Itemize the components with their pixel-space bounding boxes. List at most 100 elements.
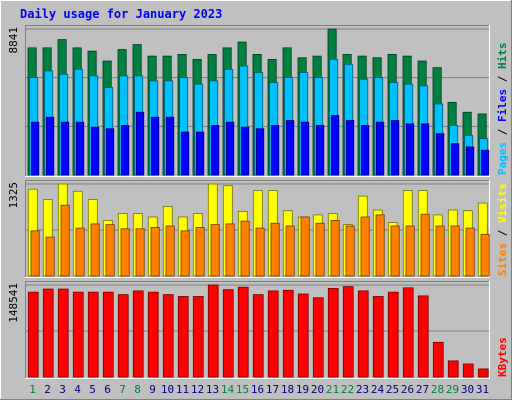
x-tick-label: 25 bbox=[386, 383, 399, 396]
bar-pages bbox=[420, 123, 430, 176]
bar-pages bbox=[345, 120, 355, 176]
x-tick-label: 20 bbox=[311, 383, 324, 396]
bar-pages bbox=[210, 125, 220, 176]
bar-sites bbox=[105, 224, 115, 277]
bar-sites bbox=[225, 223, 235, 277]
bar-kbytes bbox=[402, 287, 414, 378]
legend-kbytes: KBytes bbox=[496, 337, 509, 377]
legend-pages: Pages bbox=[496, 142, 509, 175]
bar-sites bbox=[75, 227, 85, 277]
x-tick-label: 8 bbox=[134, 383, 141, 396]
bar-pages bbox=[135, 111, 145, 176]
x-tick-label: 15 bbox=[236, 383, 249, 396]
y-max-label: 1325 bbox=[7, 182, 20, 209]
bar-kbytes bbox=[132, 290, 144, 378]
bar-kbytes bbox=[327, 288, 339, 378]
bar-kbytes bbox=[267, 290, 279, 378]
bar-sites bbox=[480, 233, 490, 277]
bar-pages bbox=[90, 126, 100, 176]
bar-sites bbox=[315, 222, 325, 277]
bar-pages bbox=[165, 116, 175, 176]
bar-kbytes bbox=[222, 289, 234, 378]
bar-pages bbox=[405, 123, 415, 176]
legend-files: Files bbox=[496, 89, 509, 122]
bar-pages bbox=[480, 149, 490, 176]
legend-kbytes: KBytes bbox=[496, 337, 509, 377]
bar-kbytes bbox=[252, 294, 264, 378]
bar-kbytes bbox=[417, 295, 429, 378]
x-tick-label: 1 bbox=[29, 383, 36, 396]
bar-pages bbox=[465, 146, 475, 176]
bar-kbytes bbox=[357, 290, 369, 378]
bar-pages bbox=[255, 128, 265, 176]
bar-sites bbox=[90, 223, 100, 277]
bar-sites bbox=[360, 216, 370, 277]
x-tick-label: 28 bbox=[431, 383, 444, 396]
bar-pages bbox=[270, 125, 280, 176]
bar-sites bbox=[30, 230, 40, 277]
x-tick-label: 3 bbox=[59, 383, 66, 396]
bar-pages bbox=[360, 125, 370, 176]
x-tick-label: 21 bbox=[326, 383, 339, 396]
bar-pages bbox=[390, 120, 400, 176]
bar-sites bbox=[405, 225, 415, 277]
chart-title: Daily usage for January 2023 bbox=[20, 7, 222, 21]
panel-kbytes: 148541 KBytes bbox=[7, 281, 509, 379]
bar-sites bbox=[435, 225, 445, 277]
bar-kbytes bbox=[312, 297, 324, 378]
bar-pages bbox=[150, 116, 160, 176]
bar-sites bbox=[375, 214, 385, 277]
bar-kbytes bbox=[72, 291, 84, 378]
legend-hits_files_pages: Pages / Files / Hits bbox=[496, 43, 509, 176]
bar-pages bbox=[45, 116, 55, 176]
bar-kbytes bbox=[387, 291, 399, 378]
bar-kbytes bbox=[177, 296, 189, 378]
bar-sites bbox=[45, 236, 55, 277]
bar-kbytes bbox=[147, 291, 159, 378]
bar-kbytes bbox=[102, 291, 114, 378]
x-tick-label: 29 bbox=[446, 383, 459, 396]
bar-sites bbox=[195, 226, 205, 277]
bar-kbytes bbox=[282, 289, 294, 378]
bar-sites bbox=[300, 216, 310, 277]
bar-sites bbox=[285, 225, 295, 277]
bar-sites bbox=[240, 220, 250, 277]
bar-sites bbox=[165, 225, 175, 277]
bar-sites bbox=[420, 213, 430, 277]
legend-separator: / bbox=[496, 223, 509, 243]
bar-sites bbox=[465, 227, 475, 277]
legend-sites: Sites bbox=[496, 243, 509, 276]
legend-hits: Hits bbox=[496, 43, 509, 70]
bar-pages bbox=[180, 131, 190, 176]
bar-pages bbox=[315, 125, 325, 176]
x-tick-label: 16 bbox=[251, 383, 264, 396]
bar-kbytes bbox=[162, 294, 174, 378]
legend-separator: / bbox=[496, 122, 509, 142]
bar-pages bbox=[120, 125, 130, 176]
bar-kbytes bbox=[447, 360, 459, 378]
bar-pages bbox=[330, 115, 340, 176]
bar-pages bbox=[375, 121, 385, 176]
bar-pages bbox=[225, 121, 235, 176]
x-tick-label: 14 bbox=[221, 383, 235, 396]
bar-kbytes bbox=[27, 291, 39, 378]
legend-separator: / bbox=[496, 69, 509, 89]
x-tick-label: 10 bbox=[161, 383, 174, 396]
bar-kbytes bbox=[117, 294, 129, 378]
bar-pages bbox=[300, 121, 310, 176]
chart-panels: 8841 Pages / Files / Hits 1325 Sites / Visi… bbox=[7, 25, 509, 379]
x-tick-label: 18 bbox=[281, 383, 294, 396]
bar-kbytes bbox=[297, 293, 309, 378]
bar-kbytes bbox=[477, 368, 489, 378]
bar-kbytes bbox=[192, 296, 204, 378]
x-tick-label: 31 bbox=[476, 383, 489, 396]
bar-sites bbox=[345, 225, 355, 277]
x-tick-label: 11 bbox=[176, 383, 189, 396]
bar-pages bbox=[30, 121, 40, 176]
y-max-label: 8841 bbox=[7, 27, 20, 54]
bar-pages bbox=[435, 133, 445, 176]
bar-kbytes bbox=[432, 341, 444, 378]
bar-sites bbox=[180, 230, 190, 277]
bar-sites bbox=[60, 204, 70, 277]
